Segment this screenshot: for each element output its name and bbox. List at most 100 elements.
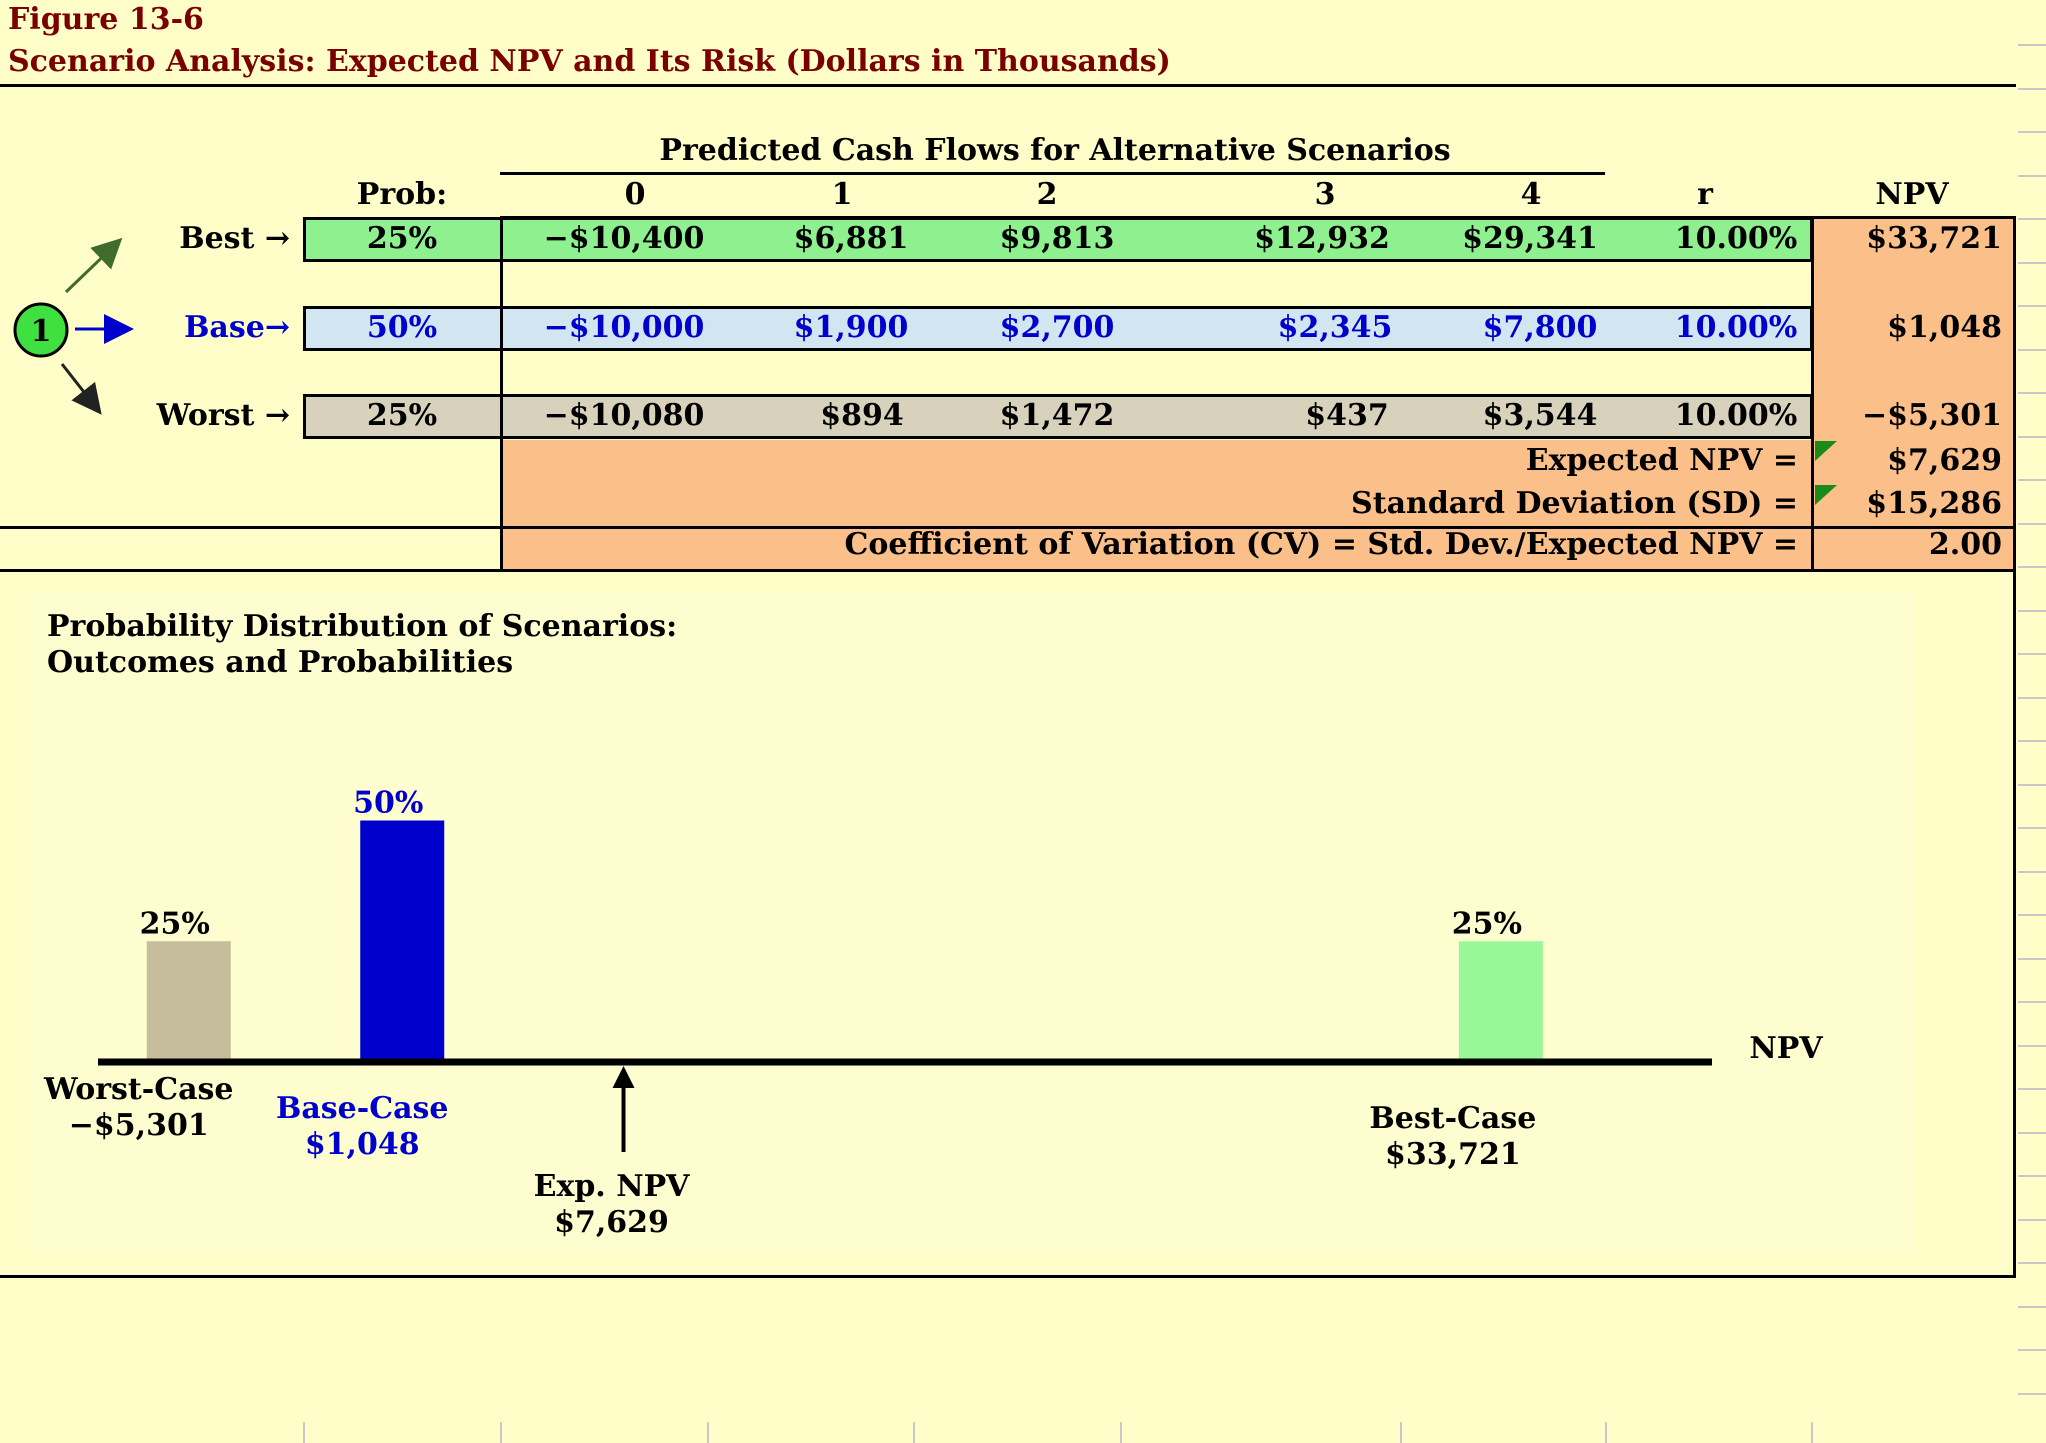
case-name-worst-case: Worst-Case bbox=[43, 1072, 234, 1107]
row-gridline bbox=[2018, 740, 2046, 742]
group-header-underline bbox=[500, 172, 1605, 175]
column-gridline bbox=[1605, 1422, 1607, 1443]
row-gridline bbox=[2018, 697, 2046, 699]
bar-prob-label-best-case: 25% bbox=[1452, 906, 1522, 941]
row-gridline bbox=[2018, 479, 2046, 481]
chart-bottom-rule bbox=[0, 1275, 2016, 1278]
npv-worst: −$5,301 bbox=[1862, 398, 2002, 433]
row-gridline bbox=[2018, 610, 2046, 612]
prob-worst: 25% bbox=[366, 398, 438, 433]
bar-prob-label-worst-case: 25% bbox=[140, 906, 210, 941]
column-gridline bbox=[500, 1422, 502, 1443]
row-gridline bbox=[2018, 1045, 2046, 1047]
npv-header: NPV bbox=[1875, 177, 1949, 212]
expected-npv-label: Expected NPV = bbox=[1525, 443, 1798, 478]
comment-marker-sd bbox=[1815, 485, 1837, 505]
prob-header: Prob: bbox=[356, 177, 448, 212]
year-4-header: 4 bbox=[1520, 177, 1542, 212]
sd-label: Standard Deviation (SD) = bbox=[1351, 486, 1798, 521]
row-label-best: Best → bbox=[179, 221, 290, 256]
npv-best: $33,721 bbox=[1866, 221, 2002, 256]
bar-prob-label-base-case: 50% bbox=[353, 786, 423, 821]
row-gridline bbox=[2018, 827, 2046, 829]
row-gridline bbox=[2018, 1349, 2046, 1351]
scenario-row-base bbox=[303, 306, 1813, 351]
cf-base-1: $1,900 bbox=[793, 310, 909, 345]
column-gridline bbox=[1120, 1422, 1122, 1443]
row-gridline bbox=[2018, 262, 2046, 264]
bar-worst-case bbox=[146, 941, 231, 1062]
table-bottom-rule bbox=[0, 569, 2016, 572]
row-gridline bbox=[2018, 958, 2046, 960]
row-gridline bbox=[2018, 436, 2046, 438]
cf-best-2: $9,813 bbox=[999, 221, 1115, 256]
arrow-down-icon bbox=[60, 363, 102, 415]
cf-base-3: $2,345 bbox=[1277, 310, 1393, 345]
prob-base: 50% bbox=[366, 310, 438, 345]
row-gridline bbox=[2018, 784, 2046, 786]
row-gridline bbox=[2018, 1088, 2046, 1090]
rate-best: 10.00% bbox=[1674, 221, 1798, 256]
summary-fill bbox=[502, 440, 1813, 571]
row-gridline bbox=[2018, 44, 2046, 46]
npv-column-fill bbox=[1813, 219, 2016, 571]
year-1-header: 1 bbox=[831, 177, 853, 212]
cf-worst-0: −$10,080 bbox=[543, 398, 705, 433]
cv-value: 2.00 bbox=[1928, 527, 2002, 562]
cf-worst-2: $1,472 bbox=[999, 398, 1115, 433]
column-gridline bbox=[1811, 1422, 1813, 1443]
row-gridline bbox=[2018, 305, 2046, 307]
row-gridline bbox=[2018, 218, 2046, 220]
cf-best-4: $29,341 bbox=[1462, 221, 1598, 256]
row-gridline bbox=[2018, 871, 2046, 873]
bar-base-case bbox=[360, 820, 445, 1062]
expected-npv-value: $7,629 bbox=[1887, 443, 2002, 478]
row-gridline bbox=[2018, 131, 2046, 133]
case-name-best-case: Best-Case bbox=[1369, 1101, 1536, 1136]
header-divider bbox=[0, 84, 2016, 87]
scenario-branch-diagram: 1 bbox=[13, 237, 134, 415]
row-gridline bbox=[2018, 914, 2046, 916]
year-2-header: 2 bbox=[1036, 177, 1058, 212]
cf-best-1: $6,881 bbox=[793, 221, 909, 256]
prob-divider bbox=[500, 217, 503, 571]
rate-header: r bbox=[1697, 177, 1713, 212]
prob-best: 25% bbox=[366, 221, 438, 256]
npv-divider bbox=[1811, 217, 1814, 571]
row-gridline bbox=[2018, 1219, 2046, 1221]
chart-area bbox=[30, 592, 1915, 1252]
column-gridline bbox=[303, 1422, 305, 1443]
cf-worst-3: $437 bbox=[1305, 398, 1389, 433]
case-npv-worst-case: −$5,301 bbox=[69, 1108, 209, 1143]
scenario-row-best bbox=[303, 217, 1813, 262]
chart-title: Probability Distribution of Scenarios: bbox=[47, 609, 678, 644]
year-0-header: 0 bbox=[624, 177, 646, 212]
column-gridline bbox=[707, 1422, 709, 1443]
right-border bbox=[2013, 217, 2016, 1277]
rate-worst: 10.00% bbox=[1674, 398, 1798, 433]
arrow-up-icon bbox=[64, 237, 123, 294]
arrow-up-icon bbox=[612, 1066, 635, 1088]
expected-npv-name: Exp. NPV bbox=[534, 1169, 691, 1204]
row-gridline bbox=[2018, 1175, 2046, 1177]
figure-title: Scenario Analysis: Expected NPV and Its … bbox=[8, 44, 1171, 79]
cf-worst-1: $894 bbox=[820, 398, 904, 433]
figure-number: Figure 13-6 bbox=[8, 2, 204, 37]
rate-base: 10.00% bbox=[1674, 310, 1798, 345]
scenario-row-worst bbox=[303, 394, 1813, 439]
row-gridline bbox=[2018, 1001, 2046, 1003]
cf-worst-4: $3,544 bbox=[1482, 398, 1598, 433]
row-gridline bbox=[2018, 1393, 2046, 1395]
case-npv-best-case: $33,721 bbox=[1385, 1137, 1521, 1172]
row-gridline bbox=[2018, 523, 2046, 525]
step-marker-circle bbox=[13, 302, 69, 358]
row-gridline bbox=[2018, 88, 2046, 90]
cash-flows-group-header: Predicted Cash Flows for Alternative Sce… bbox=[659, 133, 1451, 168]
bar-best-case bbox=[1458, 941, 1543, 1062]
row-gridline bbox=[2018, 349, 2046, 351]
sd-value: $15,286 bbox=[1866, 486, 2002, 521]
chart-subtitle: Outcomes and Probabilities bbox=[47, 645, 514, 680]
row-gridline bbox=[2018, 1306, 2046, 1308]
case-name-base-case: Base-Case bbox=[276, 1091, 449, 1126]
